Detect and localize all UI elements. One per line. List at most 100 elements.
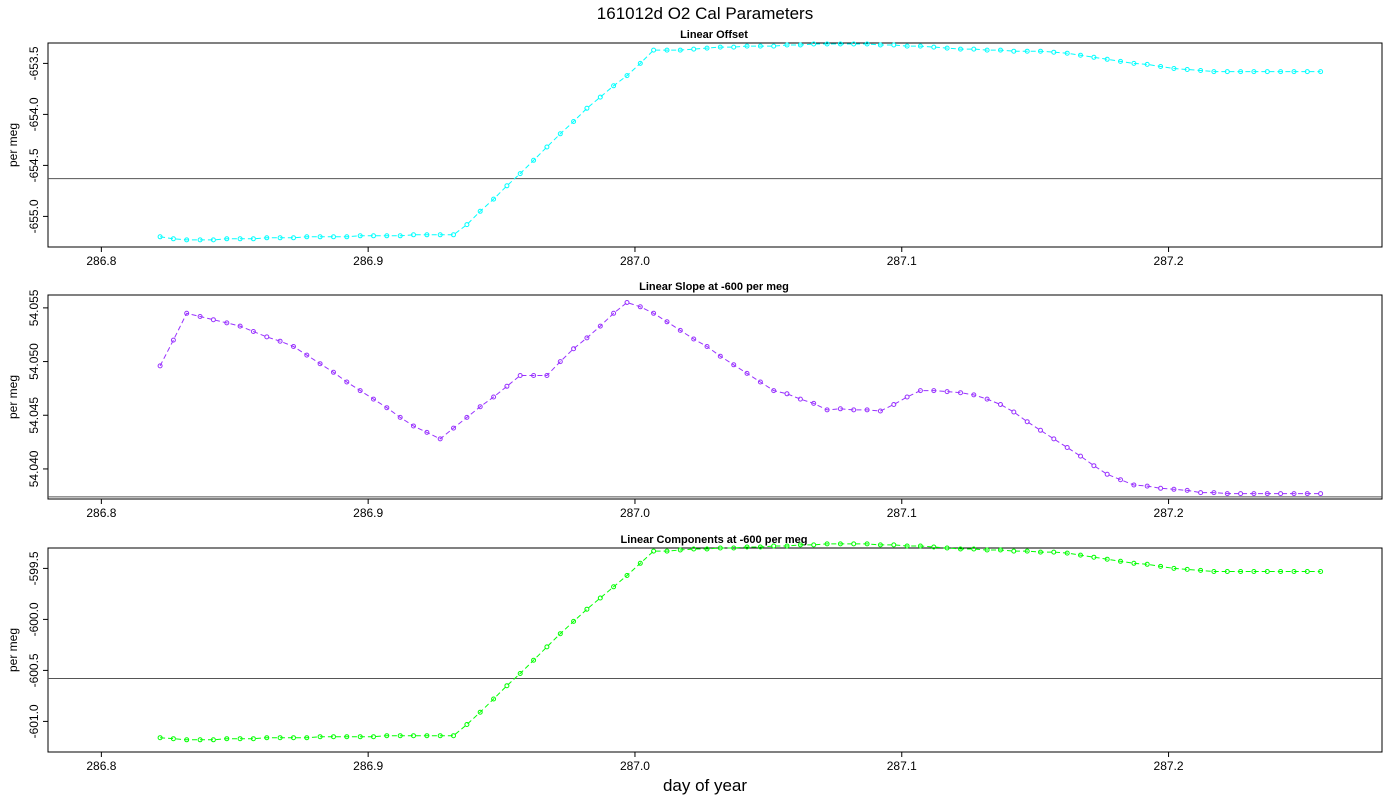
y-tick-label: -653.5 <box>27 46 41 80</box>
data-point <box>1318 69 1324 75</box>
data-point <box>291 344 296 349</box>
data-point <box>157 234 163 240</box>
data-point <box>304 234 310 240</box>
data-point <box>210 737 216 743</box>
data-point <box>998 47 1003 53</box>
data-point <box>811 41 817 47</box>
data-point <box>304 735 310 741</box>
data-point <box>1198 68 1204 73</box>
data-point <box>424 733 430 739</box>
data-point <box>1171 66 1177 71</box>
data-point <box>491 394 497 400</box>
data-point <box>637 60 643 66</box>
data-point <box>864 407 870 413</box>
data-point <box>331 369 336 375</box>
x-tick-label: 287.0 <box>620 506 650 520</box>
data-point <box>424 232 430 238</box>
data-point <box>958 546 963 552</box>
data-point <box>771 388 777 394</box>
data-point <box>544 144 550 150</box>
data-point <box>744 544 750 550</box>
data-point <box>731 545 737 551</box>
data-point <box>291 235 296 241</box>
data-point <box>1291 569 1297 574</box>
data-point <box>1291 491 1297 497</box>
data-point <box>611 584 617 590</box>
data-point <box>344 234 350 240</box>
data-point <box>1184 566 1190 572</box>
data-point <box>1024 419 1030 425</box>
data-point <box>784 391 790 397</box>
data-point <box>291 735 296 741</box>
data-point <box>571 119 577 124</box>
data-point <box>464 414 470 420</box>
data-point <box>1051 549 1057 555</box>
data-point <box>264 334 270 340</box>
y-tick-label: -601.0 <box>27 704 41 738</box>
x-tick-label: 287.2 <box>1154 759 1184 773</box>
data-point <box>224 736 230 742</box>
data-point <box>504 383 510 389</box>
data-point <box>757 43 763 49</box>
data-point <box>651 548 657 554</box>
data-point <box>824 407 830 413</box>
data-point <box>1158 563 1164 569</box>
data-point <box>184 737 190 743</box>
data-point <box>1291 69 1297 75</box>
data-point <box>1304 69 1310 75</box>
data-point <box>664 548 670 554</box>
data-point <box>437 232 443 238</box>
x-tick-label: 287.2 <box>1154 254 1184 268</box>
data-point <box>250 736 256 742</box>
data-point <box>1091 54 1097 60</box>
data-point <box>517 671 523 676</box>
plot-frame <box>47 547 1383 753</box>
data-point <box>477 404 483 410</box>
data-point <box>157 735 163 741</box>
data-points <box>157 541 1324 743</box>
data-point <box>1224 569 1230 574</box>
data-point <box>744 43 750 49</box>
plot-frame <box>47 294 1383 500</box>
data-point <box>904 543 910 549</box>
data-point <box>1064 550 1070 556</box>
series-line <box>160 543 1321 741</box>
data-point <box>597 323 603 329</box>
data-point <box>250 236 256 242</box>
data-point <box>944 45 950 51</box>
data-point <box>971 546 977 552</box>
data-point <box>1024 48 1030 54</box>
data-point <box>624 573 630 578</box>
data-point <box>904 394 910 400</box>
data-point <box>1118 558 1123 564</box>
data-point <box>651 47 657 53</box>
data-point <box>224 236 230 242</box>
data-point <box>837 406 843 412</box>
data-point <box>1251 491 1257 497</box>
data-point <box>944 389 950 395</box>
y-axis-label: per meg <box>6 628 20 672</box>
data-point <box>317 361 323 367</box>
panel-linear-slope: Linear Slope at -600 per meg per meg 286… <box>6 281 1383 520</box>
data-point <box>1198 567 1204 573</box>
data-point <box>1051 436 1057 442</box>
data-point <box>1251 569 1257 574</box>
data-point <box>197 314 203 319</box>
data-point <box>397 233 403 239</box>
x-tick-label: 286.8 <box>86 506 116 520</box>
data-point <box>851 541 857 547</box>
data-point <box>891 402 897 407</box>
data-point <box>877 408 883 414</box>
series-line <box>160 43 1321 241</box>
x-tick-label: 287.1 <box>887 506 917 520</box>
data-point <box>851 407 857 413</box>
panel-title: Linear Slope at -600 per meg <box>639 281 789 293</box>
data-point <box>384 733 390 739</box>
data-point <box>824 541 830 547</box>
data-point <box>704 546 710 552</box>
data-point <box>1171 486 1177 492</box>
data-point <box>1144 561 1150 567</box>
y-tick-label: -600.0 <box>27 602 41 636</box>
x-tick-label: 286.9 <box>353 254 383 268</box>
data-point <box>277 735 283 741</box>
